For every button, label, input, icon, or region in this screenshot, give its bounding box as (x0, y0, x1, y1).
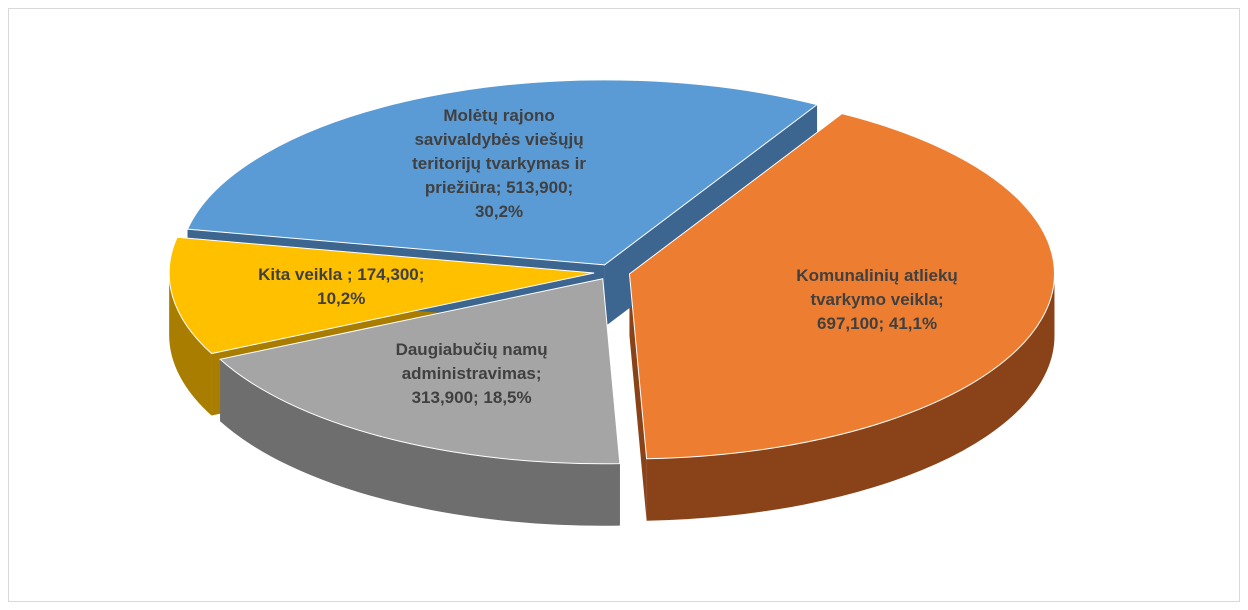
slice (628, 113, 1055, 460)
slice-side (629, 273, 647, 521)
slice-wall (169, 273, 212, 416)
slice-wall (220, 359, 620, 526)
slice-wall (646, 273, 1055, 521)
data-label: Komunalinių atliekų tvarkymo veikla; 697… (796, 266, 958, 334)
slice (219, 278, 621, 465)
slice (186, 79, 819, 266)
chart-frame (8, 8, 1240, 602)
data-label: Daugiabučių namų administravimas; 313,90… (395, 339, 548, 407)
slice (168, 236, 595, 355)
data-label: Kita veikla ; 174,300; 10,2% (258, 265, 425, 309)
data-label: Molėtų rajono savivaldybės viešųjų terit… (412, 105, 586, 221)
